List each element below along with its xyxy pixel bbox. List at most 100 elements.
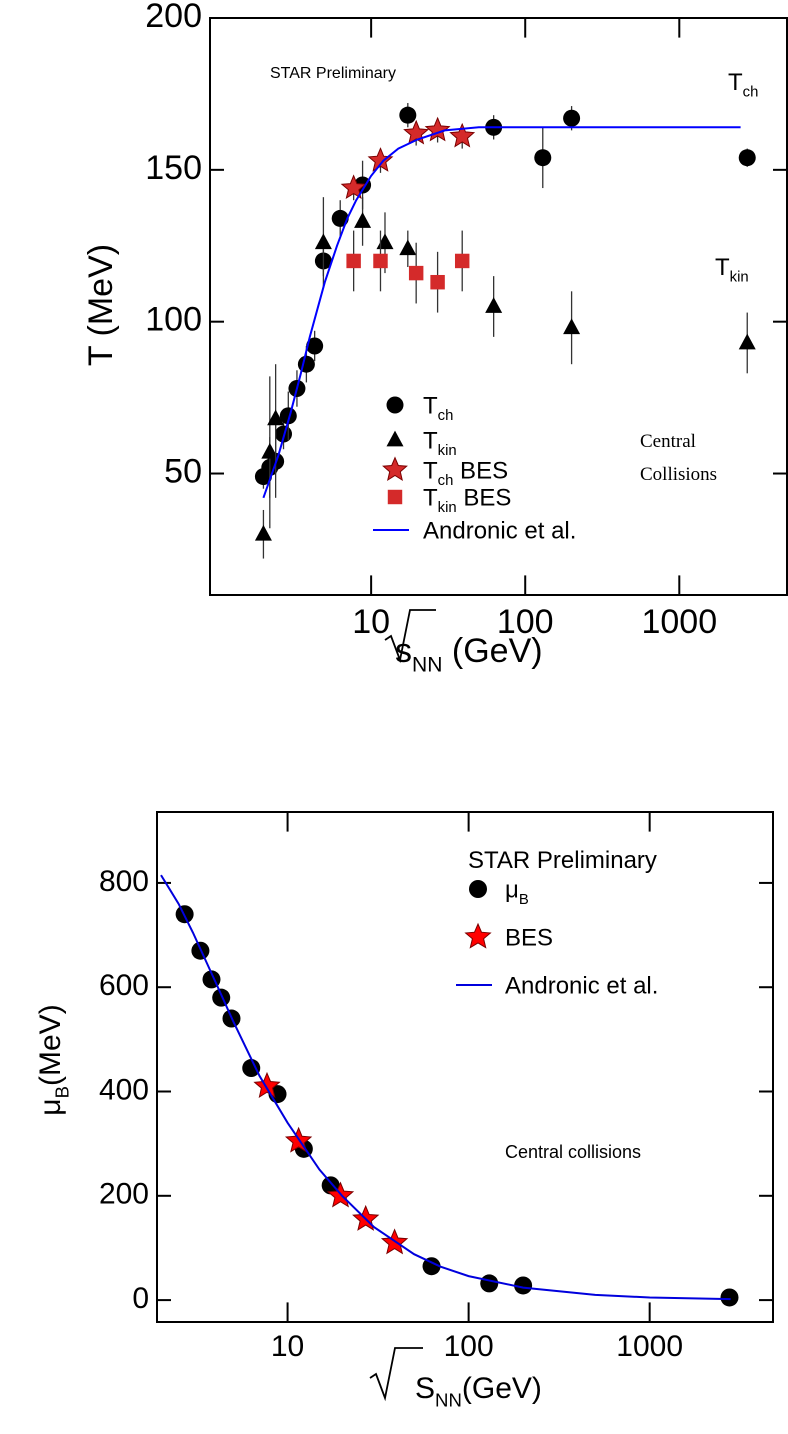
- x-tick-label: 10: [352, 603, 390, 641]
- x-tick-label: 100: [444, 1330, 494, 1363]
- label-text: S: [415, 1372, 435, 1405]
- point: [720, 1288, 739, 1307]
- label: Tch: [728, 69, 758, 101]
- point: [422, 1257, 441, 1276]
- label-text: T: [423, 457, 438, 484]
- y-tick-label: 50: [164, 453, 202, 491]
- point: [514, 1276, 533, 1295]
- label: Central: [640, 431, 696, 452]
- label: STAR Preliminary: [270, 65, 396, 82]
- label-text: Collisions: [640, 464, 717, 485]
- y-tick-label: 200: [99, 1178, 149, 1211]
- fit-line: [160, 874, 731, 1301]
- label: Collisions: [640, 464, 717, 485]
- point: [449, 122, 476, 148]
- legend-swatch: [386, 430, 404, 447]
- label: sNN (GeV): [395, 632, 543, 677]
- legend-label: Tch: [423, 392, 453, 424]
- point: [254, 524, 272, 541]
- label-suffix: (GeV): [462, 1372, 542, 1405]
- x-tick-label: 1000: [641, 603, 717, 641]
- point: [253, 1071, 281, 1098]
- point: [261, 442, 279, 459]
- point: [534, 149, 552, 167]
- label: T (MeV): [82, 244, 120, 366]
- radical-sign: [369, 1347, 423, 1402]
- point: [738, 333, 756, 350]
- label-subscript: ch: [743, 85, 759, 101]
- label-suffix: BES: [457, 484, 512, 511]
- point: [563, 318, 581, 335]
- point: [354, 212, 372, 228]
- point: [485, 297, 503, 313]
- point: [376, 233, 394, 250]
- x-tick-label: 10: [271, 1330, 304, 1363]
- y-tick-label: 600: [99, 969, 149, 1002]
- label-suffix: (GeV): [442, 632, 542, 670]
- label-subscript: B: [519, 892, 529, 908]
- radical-sign: [384, 609, 436, 664]
- legend-label: Andronic et al.: [505, 972, 658, 999]
- point: [340, 174, 367, 200]
- label: Central collisions: [505, 1142, 641, 1162]
- label-subscript: ch: [438, 408, 454, 424]
- fit-line: [262, 126, 741, 499]
- point: [408, 265, 424, 281]
- label-text: T: [423, 427, 438, 454]
- label-text: T: [728, 69, 743, 96]
- point: [373, 253, 388, 269]
- label-subscript: kin: [730, 270, 749, 286]
- legend-label: Tkin BES: [423, 484, 511, 516]
- point: [563, 109, 581, 127]
- label: Tkin: [715, 254, 749, 286]
- legend-label: Tch BES: [423, 457, 508, 489]
- label: μB(MeV): [34, 1004, 72, 1115]
- legend-swatch: [382, 456, 408, 482]
- legend-label: μB: [505, 876, 529, 908]
- label: STAR Preliminary: [468, 847, 657, 874]
- legend-swatch: [387, 489, 403, 505]
- legend-swatch: [469, 880, 487, 898]
- label-text: T: [715, 254, 730, 281]
- label-text: STAR Preliminary: [468, 847, 657, 874]
- label-text: Central: [640, 431, 696, 452]
- x-tick-label: 100: [497, 603, 554, 641]
- label-subscript: kin: [438, 500, 457, 516]
- point: [331, 209, 349, 227]
- y-tick-label: 800: [99, 865, 149, 898]
- point: [738, 149, 756, 167]
- point: [480, 1274, 499, 1293]
- point: [242, 1059, 261, 1078]
- label-text: μ: [34, 1098, 67, 1115]
- point: [212, 988, 231, 1007]
- point: [430, 274, 445, 290]
- plot-frame: [156, 811, 774, 1323]
- point: [321, 1176, 340, 1195]
- label-suffix: (MeV): [34, 1004, 67, 1086]
- point: [314, 233, 332, 250]
- legend-swatch: [464, 922, 492, 949]
- label-text: Andronic et al.: [505, 972, 658, 999]
- label-text: Central collisions: [505, 1142, 641, 1162]
- label-suffix: BES: [453, 457, 508, 484]
- label: SNN(GeV): [415, 1372, 542, 1410]
- label-text: Andronic et al.: [423, 517, 576, 544]
- plot-frame: [209, 17, 788, 596]
- point: [306, 337, 324, 355]
- point: [297, 355, 315, 373]
- point: [267, 409, 285, 426]
- legend-label: Andronic et al.: [423, 517, 576, 544]
- label-subscript: NN: [412, 654, 442, 677]
- legend-label: Tkin: [423, 427, 457, 459]
- y-tick-label: 200: [145, 0, 202, 35]
- point: [279, 407, 297, 425]
- point: [454, 253, 470, 269]
- label-text: STAR Preliminary: [270, 65, 396, 82]
- label-text: s: [395, 632, 412, 670]
- y-tick-label: 150: [145, 149, 202, 187]
- point: [346, 253, 361, 269]
- label-text: μ: [505, 876, 519, 903]
- label-subscript: B: [51, 1086, 72, 1098]
- label-text: T: [423, 484, 438, 511]
